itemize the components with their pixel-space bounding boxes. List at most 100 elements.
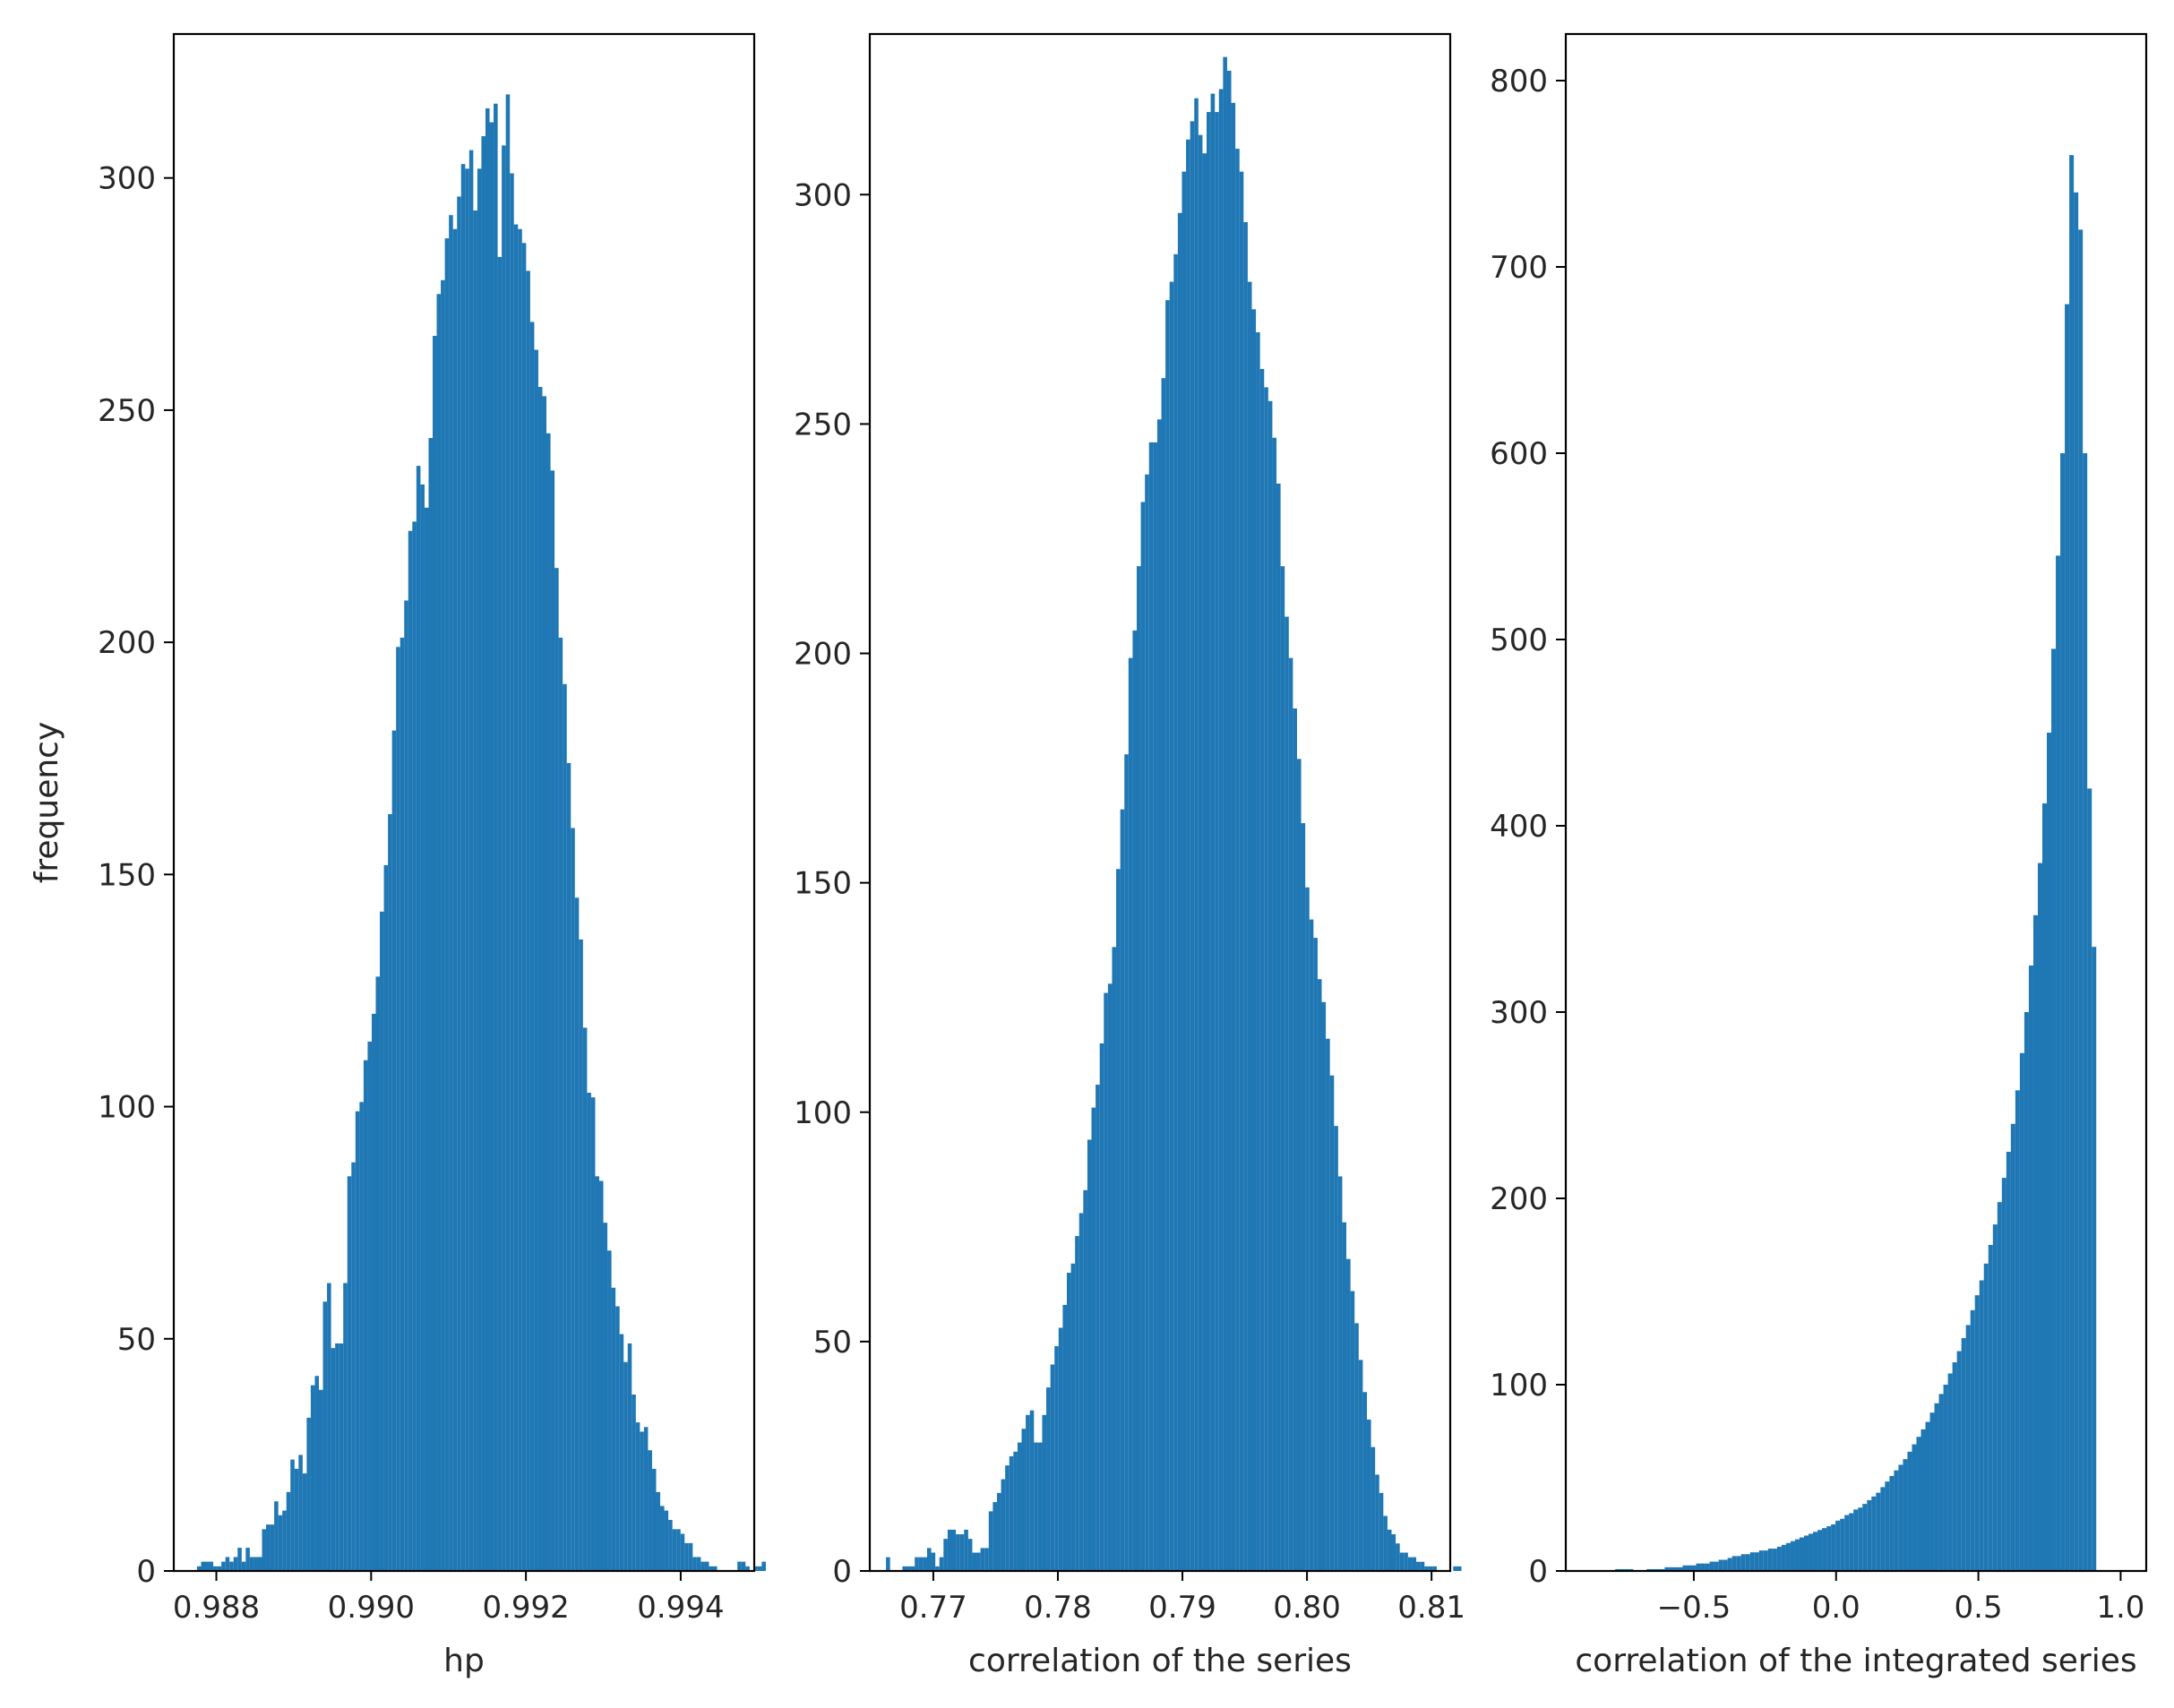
histogram-bar	[737, 1561, 742, 1571]
histogram-bar	[2078, 229, 2084, 1571]
histogram-bar	[359, 1102, 364, 1571]
histogram-bar	[1813, 1532, 1818, 1571]
histogram-bar	[314, 1376, 319, 1571]
x-tick-label: 0.81	[1397, 1590, 1465, 1626]
histogram-bar	[343, 1283, 348, 1571]
histogram-bar	[1243, 222, 1248, 1571]
histogram-bar	[1831, 1524, 1836, 1571]
histogram-correlation-integrated: −0.5 0.0 0.5 1.0 0 100 200 300 400 500 600 700 800 co…	[1490, 32, 2148, 1679]
histogram-bar	[1696, 1563, 1701, 1571]
histogram-bar	[964, 1529, 968, 1571]
histogram-bar	[1740, 1554, 1746, 1571]
y-tick-label: 100	[794, 1095, 852, 1131]
histogram-bar	[1682, 1565, 1688, 1571]
histogram-bar	[412, 521, 417, 1571]
histogram-bar	[566, 762, 571, 1571]
histogram-bar	[1037, 1442, 1043, 1571]
y-tick-label: 200	[1490, 1181, 1548, 1217]
histogram-bar	[1817, 1530, 1823, 1571]
histogram-bar	[396, 647, 400, 1571]
histogram-bar	[1424, 1566, 1429, 1571]
histogram-bar	[664, 1510, 669, 1571]
histogram-bar	[579, 939, 583, 1571]
histogram-bar	[2065, 304, 2070, 1572]
histogram-bar	[1305, 887, 1310, 1571]
histogram-bar	[1799, 1537, 1804, 1571]
histogram-bar	[1215, 112, 1219, 1572]
histogram-bar	[1705, 1563, 1710, 1571]
histogram-bar	[1664, 1566, 1670, 1571]
x-tick-label: 0.78	[1024, 1590, 1092, 1626]
y-tick-label: 50	[813, 1325, 852, 1360]
histogram-bar	[1116, 869, 1121, 1571]
histogram-bar	[221, 1561, 226, 1571]
y-tick-label: 200	[794, 637, 852, 673]
histogram-bar	[1194, 98, 1199, 1572]
histogram-bar	[1309, 919, 1314, 1571]
histogram-bar	[1190, 121, 1195, 1572]
histogram-bar	[1256, 331, 1260, 1572]
histogram-bar	[1745, 1554, 1750, 1571]
histogram-bar	[1916, 1437, 1921, 1571]
histogram-bar	[1399, 1552, 1405, 1571]
histogram-bar	[380, 911, 384, 1571]
histogram-bar	[615, 1306, 620, 1571]
axes-frame	[1564, 32, 2148, 1573]
histogram-bar	[915, 1557, 919, 1571]
histogram-bar	[441, 279, 445, 1571]
histogram-bar	[976, 1552, 981, 1571]
histogram-bar	[1321, 1001, 1327, 1571]
histogram-bar	[587, 1093, 591, 1571]
histogram-bar	[1251, 309, 1257, 1572]
histogram-bar	[1809, 1533, 1814, 1571]
histogram-bar	[1362, 1392, 1367, 1571]
histogram-bar	[420, 484, 425, 1571]
histogram-bar	[1790, 1541, 1795, 1571]
histogram-bar	[1970, 1309, 1975, 1571]
y-tick-label: 200	[98, 625, 156, 661]
histogram-bar	[485, 107, 490, 1572]
histogram-bar	[1956, 1351, 1962, 1571]
histogram-bar	[943, 1539, 948, 1571]
histogram-bar	[1974, 1295, 1980, 1571]
y-tick-label: 800	[1490, 64, 1548, 99]
histogram-bar	[1099, 1043, 1104, 1571]
x-axis-label: correlation of the integrated series	[1575, 1643, 2136, 1679]
histogram-bar	[1001, 1479, 1006, 1571]
histogram-bar	[1042, 1414, 1047, 1571]
x-tick-label: −0.5	[1657, 1590, 1731, 1626]
histogram-bar	[2083, 453, 2088, 1571]
histogram-bar	[1849, 1513, 1854, 1571]
histogram-bar	[1285, 616, 1289, 1571]
histogram-bar	[1153, 442, 1157, 1571]
x-axis-label: correlation of the series	[968, 1643, 1352, 1679]
histogram-bar	[1396, 1543, 1400, 1571]
histogram-bar	[984, 1548, 989, 1571]
histogram-bar	[1009, 1455, 1014, 1571]
histogram-bar	[253, 1557, 258, 1571]
histogram-bar	[902, 1566, 907, 1571]
histogram-bar	[1334, 1126, 1338, 1571]
histogram-bar	[1763, 1550, 1768, 1571]
histogram-bar	[1687, 1565, 1692, 1571]
histogram-bar	[1997, 1202, 2002, 1571]
histogram-bar	[886, 1557, 890, 1571]
histogram-bar	[959, 1534, 965, 1571]
histogram-bar	[2037, 863, 2042, 1571]
histogram-bar	[391, 730, 397, 1571]
histogram-bar	[704, 1561, 709, 1571]
y-tick-label: 300	[1490, 995, 1548, 1031]
histogram-bar	[1054, 1346, 1059, 1571]
histogram-bar	[245, 1548, 250, 1571]
histogram-bar	[1148, 442, 1154, 1571]
histogram-bar	[537, 387, 543, 1571]
histogram-bar	[1226, 70, 1232, 1572]
histogram-bar	[1107, 983, 1113, 1571]
x-tick-label: 0.992	[482, 1590, 569, 1626]
histogram-bar	[542, 396, 547, 1571]
histogram-bar	[1013, 1451, 1018, 1571]
histogram-bar	[2006, 1152, 2011, 1571]
histogram-bar	[339, 1343, 344, 1571]
histogram-bar	[1794, 1539, 1800, 1571]
